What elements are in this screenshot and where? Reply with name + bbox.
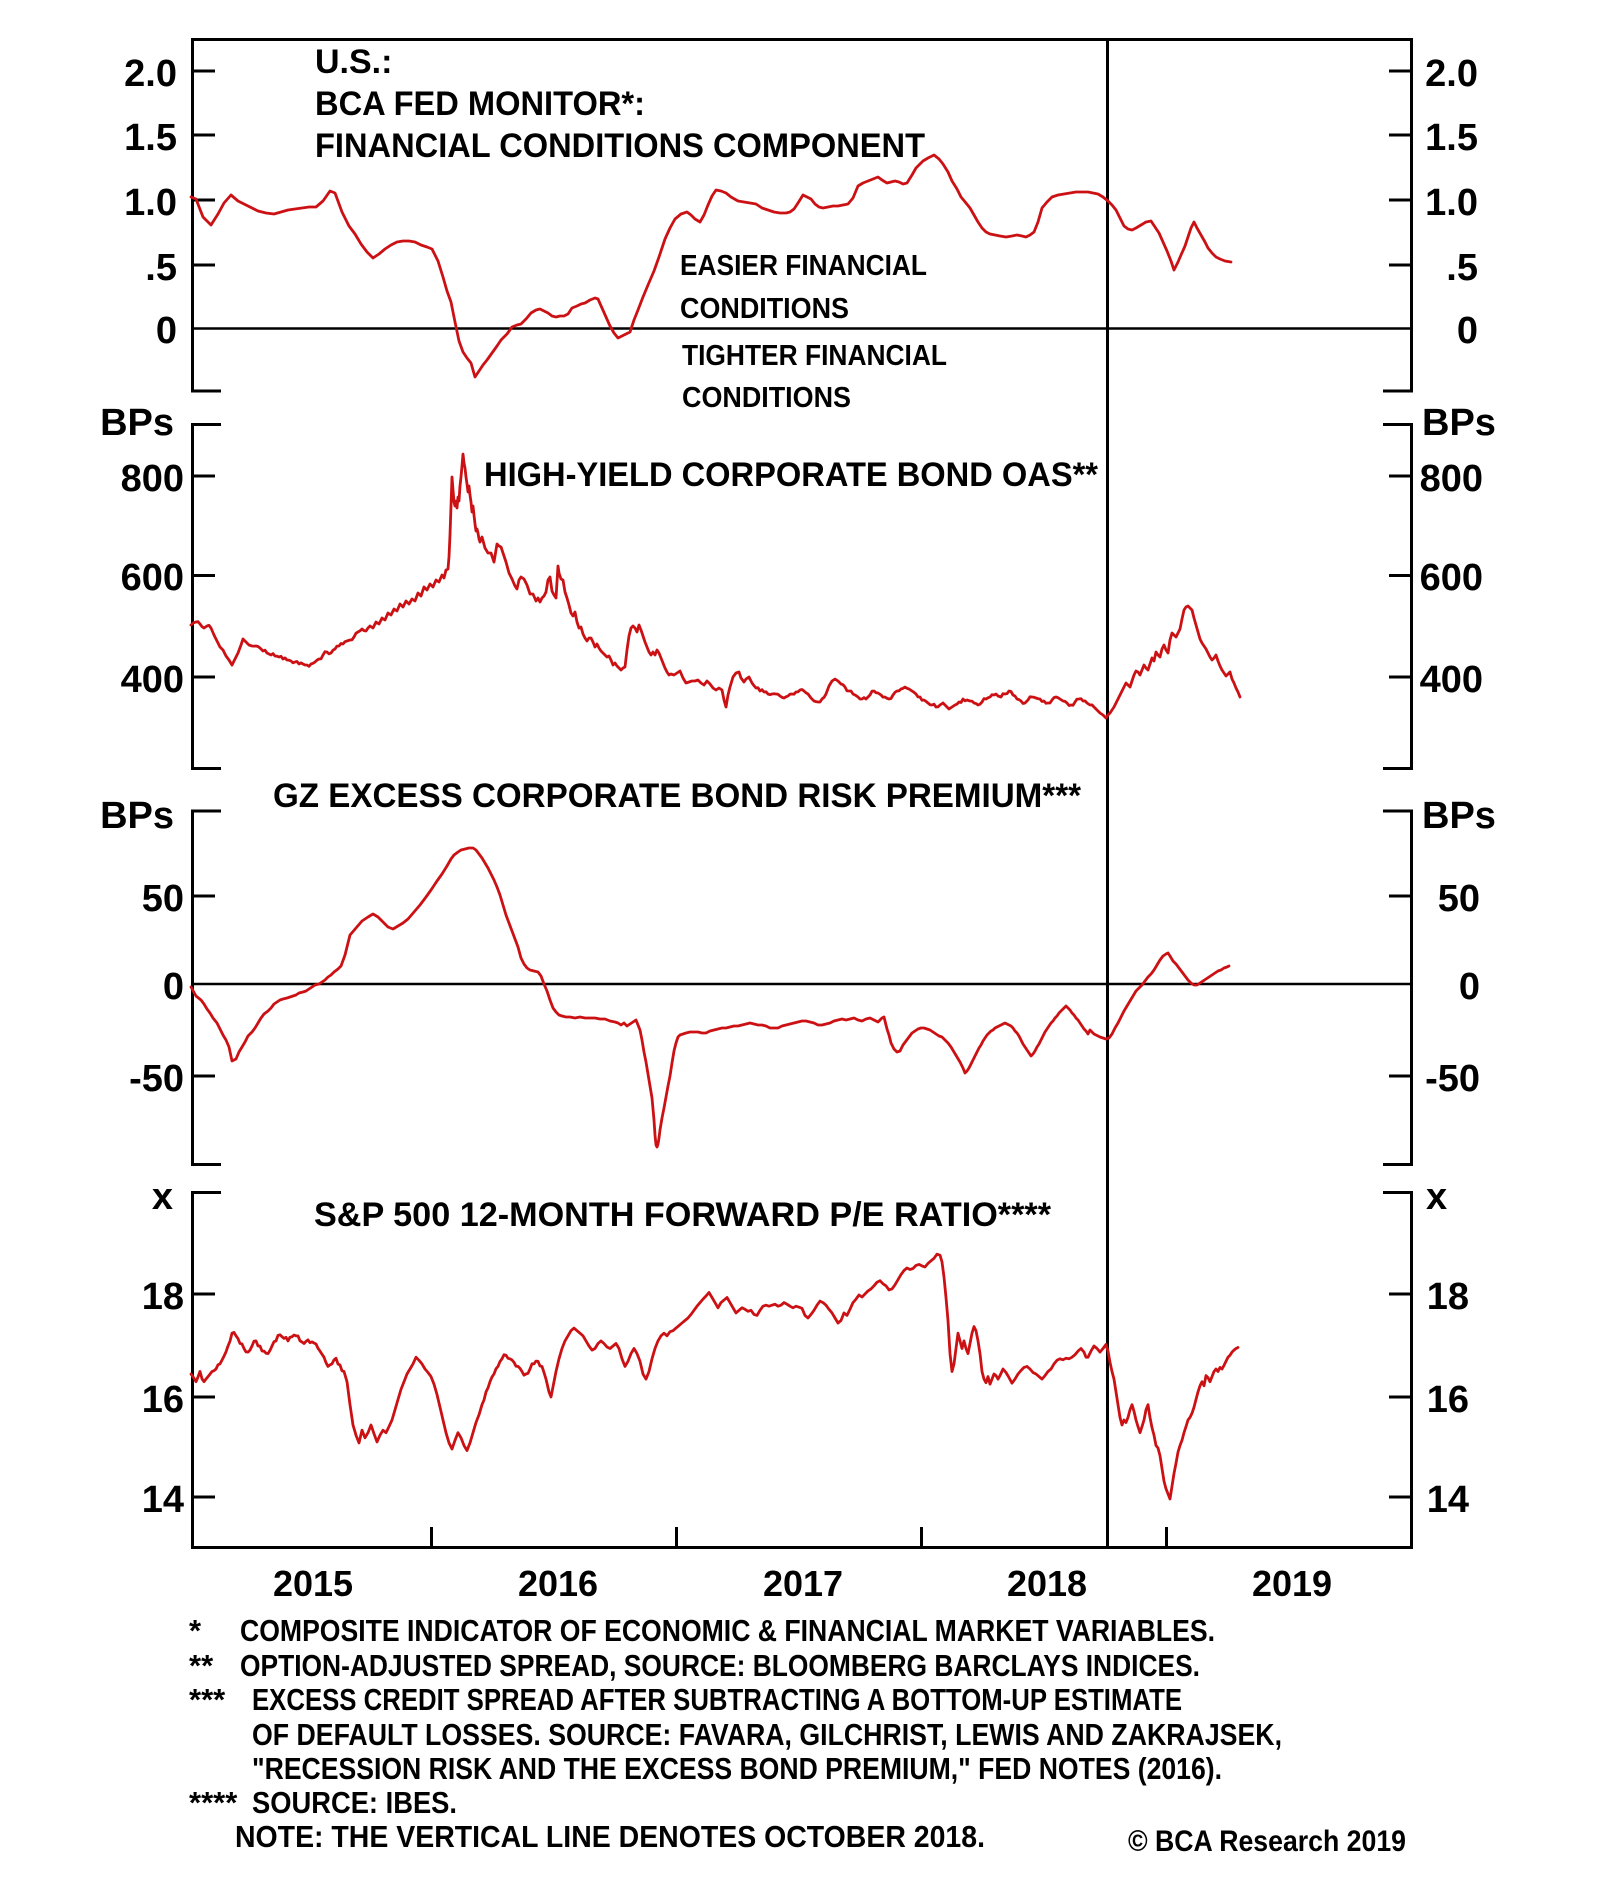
svg-text:"RECESSION RISK AND THE EXCESS: "RECESSION RISK AND THE EXCESS BOND PREM… bbox=[252, 1751, 1222, 1786]
svg-text:600: 600 bbox=[121, 557, 184, 599]
svg-text:1.5: 1.5 bbox=[1425, 117, 1478, 159]
svg-text:.5: .5 bbox=[1446, 247, 1478, 289]
svg-text:BPs: BPs bbox=[100, 795, 174, 837]
svg-text:14: 14 bbox=[142, 1479, 184, 1521]
svg-text:400: 400 bbox=[121, 659, 184, 701]
svg-text:1.0: 1.0 bbox=[124, 182, 177, 224]
svg-text:FINANCIAL CONDITIONS COMPONENT: FINANCIAL CONDITIONS COMPONENT bbox=[315, 127, 925, 165]
svg-text:EASIER FINANCIAL: EASIER FINANCIAL bbox=[680, 250, 927, 282]
svg-text:© BCA Research 2019: © BCA Research 2019 bbox=[1128, 1825, 1406, 1858]
svg-text:S&P 500 12-MONTH FORWARD P/E R: S&P 500 12-MONTH FORWARD P/E RATIO**** bbox=[314, 1196, 1052, 1234]
svg-text:BPs: BPs bbox=[100, 402, 174, 444]
svg-text:x: x bbox=[152, 1176, 173, 1218]
svg-text:2015: 2015 bbox=[273, 1563, 353, 1604]
svg-text:0: 0 bbox=[1459, 966, 1480, 1008]
svg-text:2018: 2018 bbox=[1007, 1563, 1087, 1604]
svg-text:-50: -50 bbox=[1425, 1058, 1480, 1100]
svg-text:CONDITIONS: CONDITIONS bbox=[680, 293, 849, 325]
svg-text:x: x bbox=[1426, 1176, 1447, 1218]
svg-text:NOTE: THE VERTICAL LINE DENOTE: NOTE: THE VERTICAL LINE DENOTES OCTOBER … bbox=[235, 1819, 985, 1854]
svg-text:400: 400 bbox=[1420, 659, 1483, 701]
svg-text:**: ** bbox=[189, 1648, 214, 1683]
svg-text:18: 18 bbox=[1427, 1276, 1469, 1318]
svg-text:0: 0 bbox=[163, 966, 184, 1008]
svg-text:EXCESS CREDIT SPREAD AFTER SUB: EXCESS CREDIT SPREAD AFTER SUBTRACTING A… bbox=[252, 1682, 1182, 1717]
svg-text:OPTION-ADJUSTED SPREAD, SOURCE: OPTION-ADJUSTED SPREAD, SOURCE: BLOOMBER… bbox=[240, 1648, 1200, 1683]
svg-text:50: 50 bbox=[142, 878, 184, 920]
svg-text:18: 18 bbox=[142, 1276, 184, 1318]
svg-text:50: 50 bbox=[1438, 878, 1480, 920]
svg-text:1.5: 1.5 bbox=[124, 117, 177, 159]
svg-text:2.0: 2.0 bbox=[124, 53, 177, 95]
svg-text:16: 16 bbox=[142, 1379, 184, 1421]
svg-text:800: 800 bbox=[1420, 458, 1483, 500]
svg-text:GZ EXCESS CORPORATE BOND RISK: GZ EXCESS CORPORATE BOND RISK PREMIUM*** bbox=[273, 777, 1082, 815]
svg-text:2017: 2017 bbox=[763, 1563, 843, 1604]
svg-text:0: 0 bbox=[1457, 310, 1478, 352]
svg-text:U.S.:: U.S.: bbox=[315, 43, 392, 81]
svg-text:***: *** bbox=[189, 1682, 226, 1717]
svg-text:600: 600 bbox=[1420, 557, 1483, 599]
svg-text:HIGH-YIELD CORPORATE BOND OAS*: HIGH-YIELD CORPORATE BOND OAS** bbox=[484, 456, 1099, 494]
svg-text:TIGHTER FINANCIAL: TIGHTER FINANCIAL bbox=[682, 340, 947, 372]
svg-text:SOURCE: IBES.: SOURCE: IBES. bbox=[252, 1785, 457, 1820]
svg-text:BPs: BPs bbox=[1422, 402, 1496, 444]
svg-text:BPs: BPs bbox=[1422, 795, 1496, 837]
svg-text:OF DEFAULT LOSSES. SOURCE: FAV: OF DEFAULT LOSSES. SOURCE: FAVARA, GILCH… bbox=[252, 1717, 1282, 1752]
svg-text:1.0: 1.0 bbox=[1425, 182, 1478, 224]
svg-text:2016: 2016 bbox=[518, 1563, 598, 1604]
svg-text:14: 14 bbox=[1427, 1479, 1469, 1521]
svg-text:2019: 2019 bbox=[1252, 1563, 1332, 1604]
svg-text:-50: -50 bbox=[129, 1058, 184, 1100]
svg-text:COMPOSITE INDICATOR OF ECONOMI: COMPOSITE INDICATOR OF ECONOMIC & FINANC… bbox=[240, 1613, 1215, 1648]
svg-text:BCA FED MONITOR*:: BCA FED MONITOR*: bbox=[315, 85, 645, 123]
svg-text:****: **** bbox=[189, 1785, 238, 1820]
svg-text:CONDITIONS: CONDITIONS bbox=[682, 382, 851, 414]
svg-text:16: 16 bbox=[1427, 1379, 1469, 1421]
svg-text:2.0: 2.0 bbox=[1425, 53, 1478, 95]
svg-text:*: * bbox=[189, 1613, 202, 1648]
svg-text:.5: .5 bbox=[145, 247, 177, 289]
svg-text:800: 800 bbox=[121, 458, 184, 500]
svg-text:0: 0 bbox=[156, 310, 177, 352]
